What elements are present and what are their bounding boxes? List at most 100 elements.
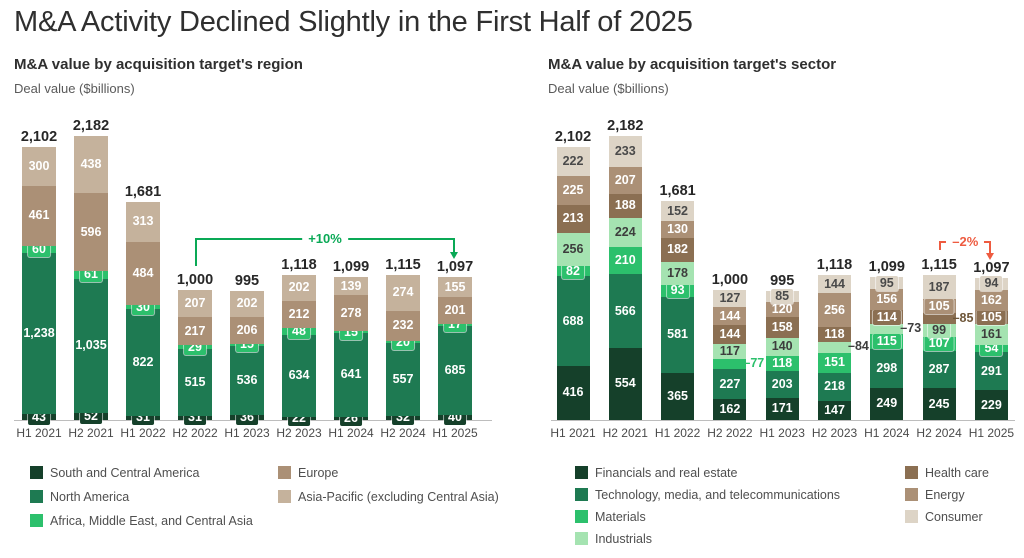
segment-value-label: 300 bbox=[28, 158, 50, 173]
bar-segment bbox=[713, 369, 747, 399]
deal-value-label-region: Deal value ($billions) bbox=[14, 81, 135, 96]
legend-item-label: Europe bbox=[298, 466, 339, 480]
segment-value-label: 557 bbox=[392, 372, 414, 387]
bar-total-label: 2,182 bbox=[607, 118, 644, 135]
bar-segment bbox=[818, 293, 851, 327]
bar-segment bbox=[713, 290, 747, 307]
bar-segment bbox=[870, 387, 904, 420]
bar-segment bbox=[282, 300, 316, 329]
segment-value-label: 152 bbox=[667, 203, 689, 218]
legend-item-label: Financials and real estate bbox=[595, 466, 738, 480]
segment-value-label: 151 bbox=[824, 355, 845, 370]
outside-value-label: –85 bbox=[952, 310, 974, 325]
segment-value-label: 178 bbox=[667, 265, 689, 280]
legend-item-label: Health care bbox=[925, 466, 989, 480]
legend-swatch bbox=[575, 488, 588, 501]
bar-segment bbox=[974, 324, 1008, 346]
segment-value-label: 144 bbox=[719, 308, 741, 323]
segment-value-label: 641 bbox=[340, 367, 362, 382]
segment-value-label: 118 bbox=[824, 326, 845, 341]
bar-segment bbox=[334, 277, 368, 296]
bar-segment bbox=[178, 349, 212, 416]
bar-segment bbox=[713, 306, 747, 326]
bar-segment bbox=[713, 344, 747, 360]
legend-item-label: Industrials bbox=[595, 532, 652, 546]
bar-total-label: 995 bbox=[234, 272, 260, 289]
segment-value-chip: 95 bbox=[875, 275, 898, 291]
bar-segment bbox=[870, 348, 904, 388]
legend-swatch bbox=[575, 532, 588, 545]
bar-segment bbox=[608, 347, 642, 420]
bar-total-label: 1,099 bbox=[868, 259, 905, 275]
bar-segment bbox=[818, 342, 851, 353]
bar-total-label: 2,102 bbox=[554, 128, 592, 145]
segment-value-label: 139 bbox=[340, 278, 362, 293]
segment-value-label: 227 bbox=[719, 376, 741, 391]
bar-segment bbox=[556, 232, 590, 266]
bar-segment bbox=[661, 372, 695, 420]
bar-segment bbox=[282, 274, 316, 301]
bar-segment bbox=[870, 289, 904, 310]
x-axis-label: H1 2025 bbox=[968, 426, 1015, 440]
bar-segment bbox=[126, 309, 160, 416]
segment-value-chip: 114 bbox=[872, 309, 901, 325]
bar-segment bbox=[974, 289, 1008, 311]
segment-value-label: 188 bbox=[614, 198, 636, 213]
bar-segment bbox=[661, 201, 695, 222]
x-axis-label: H1 2023 bbox=[759, 426, 805, 440]
bar-segment bbox=[126, 201, 160, 243]
x-axis-label: H2 2023 bbox=[276, 426, 322, 440]
bar-total-label: 995 bbox=[770, 272, 795, 289]
segment-value-label: 581 bbox=[667, 327, 689, 342]
bar-total-label: 1,099 bbox=[332, 259, 370, 276]
segment-value-label: 298 bbox=[876, 360, 898, 375]
segment-value-label: 515 bbox=[184, 374, 206, 389]
bar-segment bbox=[178, 317, 212, 346]
segment-value-chip: 105 bbox=[924, 298, 954, 314]
segment-value-label: 566 bbox=[614, 303, 636, 318]
growth-annotation-start-tick bbox=[939, 241, 942, 250]
segment-value-label: 162 bbox=[980, 292, 1002, 307]
segment-value-label: 213 bbox=[562, 211, 584, 226]
segment-value-label: 140 bbox=[771, 339, 793, 354]
segment-value-label: 822 bbox=[132, 355, 154, 370]
bar-segment bbox=[922, 313, 956, 325]
segment-value-label: 365 bbox=[667, 388, 689, 403]
segment-value-label: 461 bbox=[28, 208, 50, 223]
legend-swatch bbox=[905, 466, 918, 479]
segment-value-label: 162 bbox=[719, 401, 741, 416]
bar-total-label: 1,681 bbox=[659, 183, 696, 200]
growth-annotation-start-tick bbox=[195, 238, 197, 266]
legend-swatch bbox=[30, 490, 43, 503]
segment-value-chip: 85 bbox=[771, 288, 794, 304]
segment-value-label: 144 bbox=[719, 327, 741, 342]
segment-value-label: 291 bbox=[980, 363, 1002, 378]
bar-segment bbox=[661, 221, 695, 239]
bar-segment bbox=[608, 193, 642, 218]
segment-value-label: 256 bbox=[824, 302, 845, 317]
chart-title-sector: M&A value by acquisition target's sector bbox=[548, 56, 837, 73]
legend-swatch bbox=[30, 514, 43, 527]
legend-swatch bbox=[575, 510, 588, 523]
segment-value-label: 206 bbox=[236, 322, 258, 337]
segment-value-label: 201 bbox=[444, 302, 466, 317]
segment-value-chip: 99 bbox=[928, 322, 951, 338]
bar-segment bbox=[661, 261, 695, 285]
bar-total-label: 1,097 bbox=[436, 259, 474, 276]
bar-segment bbox=[818, 274, 851, 294]
bar-segment bbox=[334, 295, 368, 332]
x-axis-label: H2 2024 bbox=[380, 426, 426, 440]
x-axis-label: H2 2024 bbox=[916, 426, 962, 440]
legend-item-label: Technology, media, and telecommunication… bbox=[595, 488, 841, 502]
x-axis-label: H1 2021 bbox=[16, 426, 62, 440]
segment-value-label: 232 bbox=[392, 318, 414, 333]
segment-value-label: 171 bbox=[771, 401, 793, 416]
x-axis-label: H2 2022 bbox=[707, 426, 753, 440]
bar-segment bbox=[22, 185, 56, 246]
segment-value-label: 127 bbox=[719, 291, 741, 305]
segment-value-label: 245 bbox=[928, 396, 950, 411]
segment-value-label: 147 bbox=[824, 402, 845, 417]
segment-value-label: 287 bbox=[928, 361, 950, 376]
bar-segment bbox=[178, 290, 212, 318]
